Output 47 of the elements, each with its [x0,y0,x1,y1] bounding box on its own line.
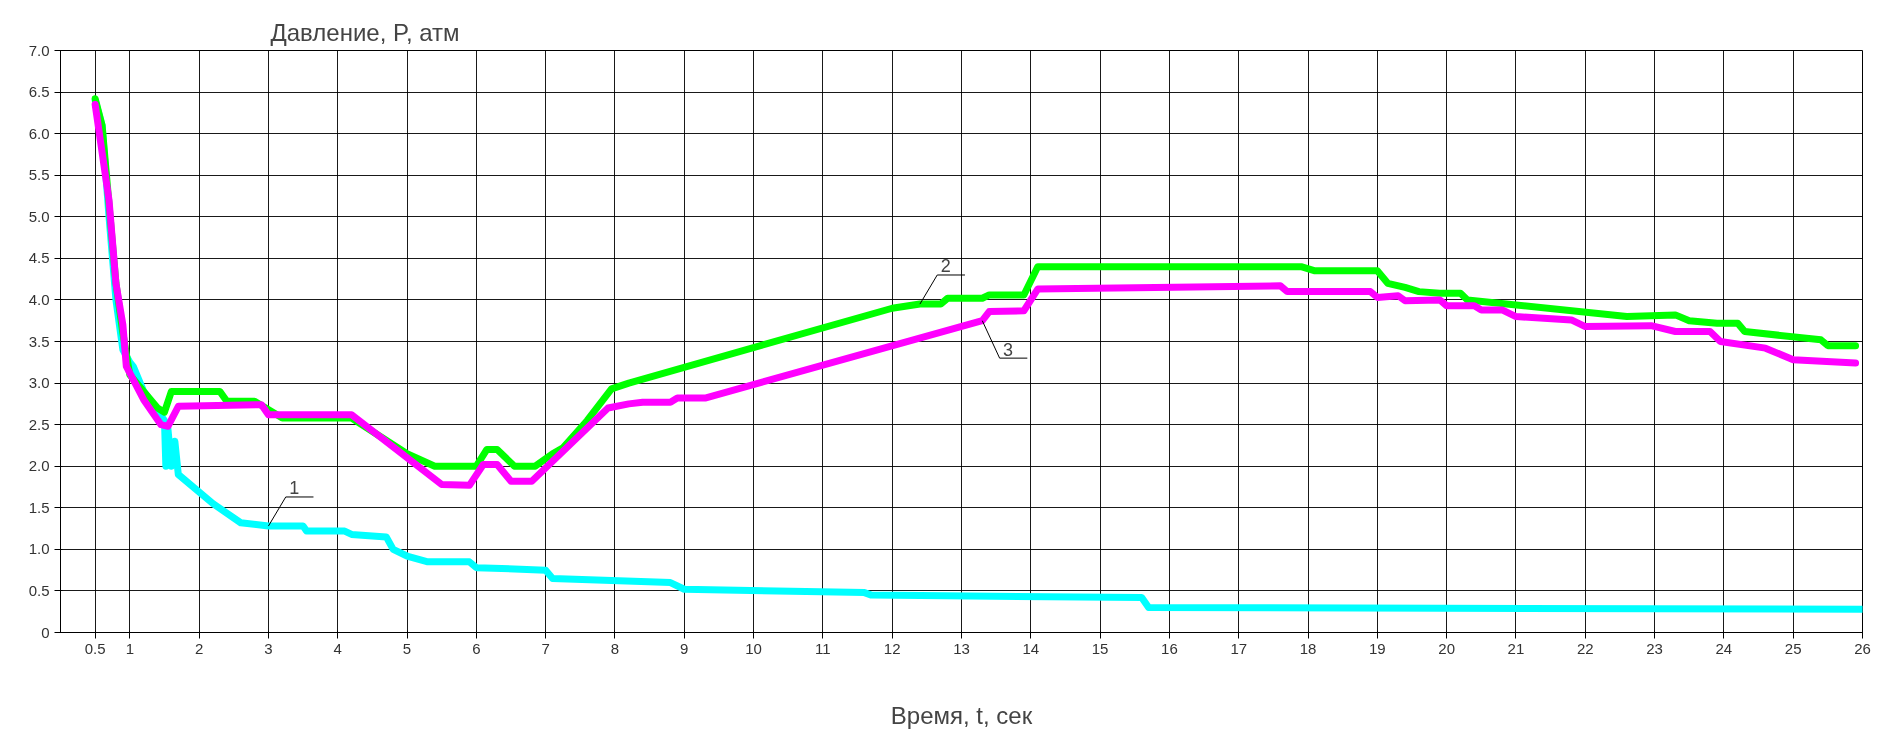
x-tick-label: 8 [610,639,620,657]
x-tick-label: 13 [953,639,970,657]
x-tick-label: 19 [1369,639,1386,657]
x-axis-title: Время, t, сек [890,701,1033,729]
x-tick-label: 2 [194,639,204,657]
y-tick-label: 1.5 [28,498,50,516]
series-label: 3 [1003,339,1014,360]
x-tick-label: 14 [1022,639,1040,657]
y-tick-label: 7.0 [28,41,50,59]
x-tick-label: 17 [1230,639,1248,657]
y-axis-title: Давление, P, атм [270,18,460,46]
y-tick-label: 3.0 [28,374,50,392]
x-tick-label: 21 [1507,639,1525,657]
y-tick-label: 0 [41,623,50,641]
y-tick-label: 0.5 [28,581,50,599]
x-tick-label: 3 [264,639,273,657]
y-tick-label: 4.5 [28,249,50,267]
series-label: 1 [289,478,300,499]
x-tick-label: 16 [1161,639,1178,657]
y-tick-label: 5.5 [28,166,50,184]
x-tick-label: 11 [815,639,831,657]
y-tick-label: 6.0 [28,124,50,142]
x-tick-label: 23 [1646,639,1663,657]
y-tick-label: 6.5 [28,83,50,101]
x-tick-label: 12 [883,639,901,657]
x-tick-label: 18 [1299,639,1317,657]
y-tick-label: 4.0 [28,290,50,308]
y-tick-label: 2.0 [28,457,50,475]
x-tick-label: 0.5 [84,639,106,657]
x-tick-label: 1 [125,639,134,657]
series-label: 2 [940,256,951,277]
x-tick-label: 22 [1576,639,1594,657]
x-tick-label: 5 [402,639,412,657]
x-tick-label: 25 [1784,639,1802,657]
x-tick-label: 10 [745,639,762,657]
x-tick-label: 20 [1438,639,1455,657]
y-tick-label: 3.5 [28,332,50,350]
x-tick-label: 24 [1715,639,1733,657]
x-tick-label: 9 [680,639,689,657]
x-tick-label: 15 [1091,639,1109,657]
y-tick-label: 5.0 [28,207,50,225]
y-tick-label: 1.0 [28,540,50,558]
x-tick-label: 4 [333,639,342,657]
y-tick-label: 2.5 [28,415,50,433]
x-tick-label: 6 [472,639,481,657]
x-tick-label: 7 [541,639,550,657]
x-tick-label: 26 [1854,639,1871,657]
